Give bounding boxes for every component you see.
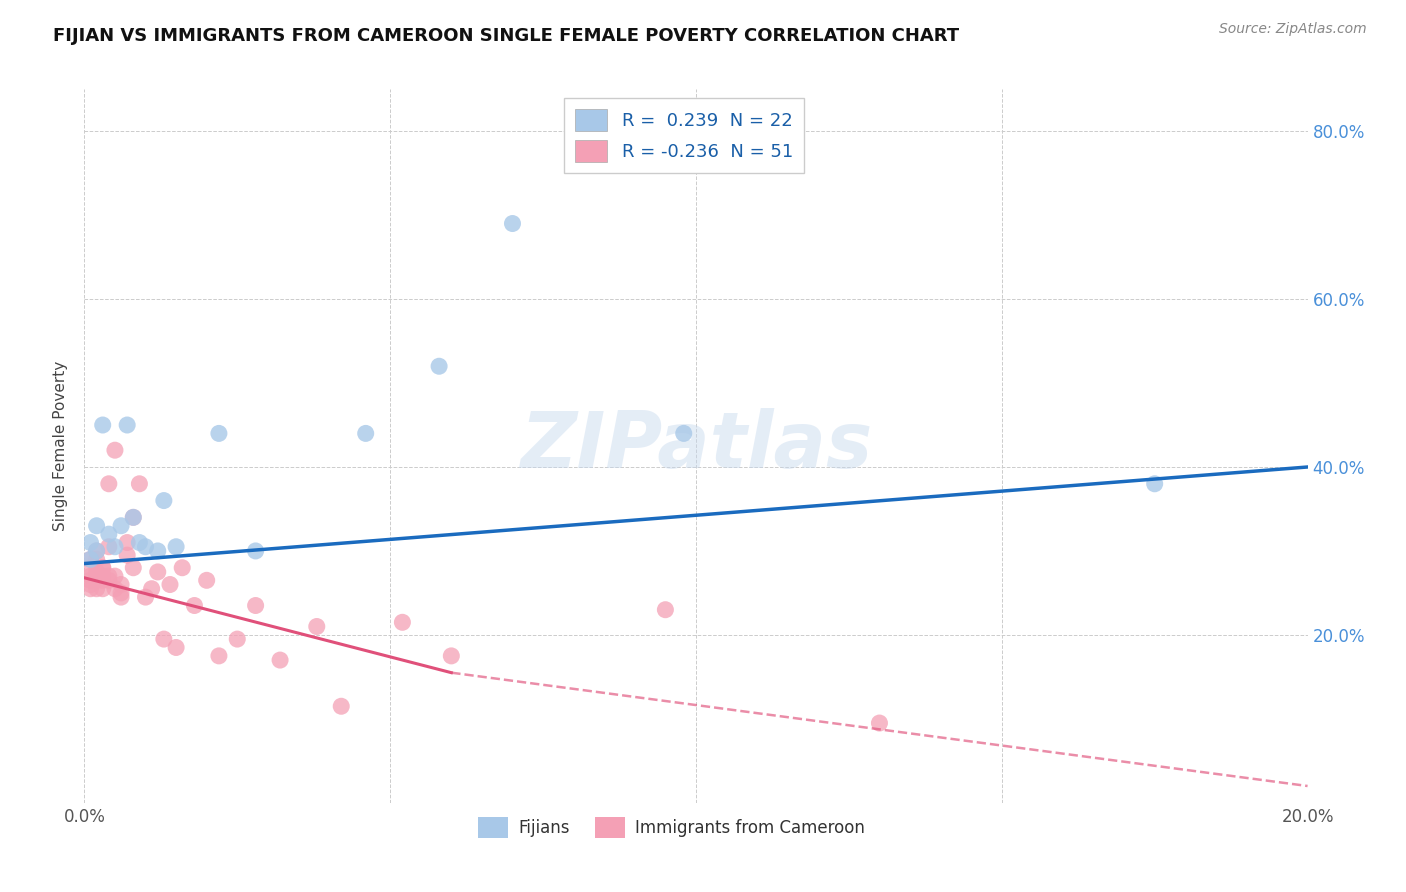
Point [91, 417, 114, 432]
Point [869, 716, 891, 731]
Point [245, 599, 267, 613]
Point [502, 217, 524, 231]
Point [226, 632, 249, 646]
Point [110, 586, 132, 600]
Point [91, 569, 114, 583]
Point [79, 574, 101, 588]
Point [135, 540, 157, 554]
Point [141, 582, 163, 596]
Point [146, 565, 169, 579]
Point [91, 560, 114, 574]
Point [654, 603, 676, 617]
Point [97, 540, 120, 554]
Text: FIJIAN VS IMMIGRANTS FROM CAMEROON SINGLE FEMALE POVERTY CORRELATION CHART: FIJIAN VS IMMIGRANTS FROM CAMEROON SINGL… [53, 27, 959, 45]
Point [146, 544, 169, 558]
Point [165, 640, 187, 655]
Y-axis label: Single Female Poverty: Single Female Poverty [53, 361, 69, 531]
Point [183, 599, 205, 613]
Point [172, 560, 194, 574]
Point [86, 569, 108, 583]
Point [110, 590, 132, 604]
Point [159, 577, 181, 591]
Point [86, 552, 108, 566]
Point [97, 574, 120, 588]
Point [79, 552, 101, 566]
Point [79, 552, 101, 566]
Point [91, 560, 114, 574]
Point [97, 527, 120, 541]
Point [86, 518, 108, 533]
Point [115, 535, 138, 549]
Point [86, 565, 108, 579]
Point [1143, 476, 1166, 491]
Point [110, 518, 132, 533]
Point [427, 359, 450, 374]
Point [86, 574, 108, 588]
Point [672, 426, 695, 441]
Point [115, 417, 138, 432]
Point [104, 582, 127, 596]
Point [153, 632, 176, 646]
Point [122, 510, 145, 524]
Point [91, 582, 114, 596]
Point [79, 582, 101, 596]
Point [245, 544, 267, 558]
Point [269, 653, 291, 667]
Point [79, 569, 101, 583]
Point [440, 648, 463, 663]
Point [122, 510, 145, 524]
Point [128, 476, 150, 491]
Point [86, 582, 108, 596]
Legend: Fijians, Immigrants from Cameroon: Fijians, Immigrants from Cameroon [471, 811, 872, 845]
Point [208, 648, 231, 663]
Point [104, 569, 127, 583]
Point [122, 560, 145, 574]
Point [91, 574, 114, 588]
Point [97, 569, 120, 583]
Point [354, 426, 377, 441]
Point [79, 535, 101, 549]
Text: ZIPatlas: ZIPatlas [520, 408, 872, 484]
Point [135, 590, 157, 604]
Point [391, 615, 413, 630]
Point [115, 548, 138, 562]
Point [110, 577, 132, 591]
Point [128, 535, 150, 549]
Point [195, 574, 218, 588]
Text: Source: ZipAtlas.com: Source: ZipAtlas.com [1219, 22, 1367, 37]
Point [104, 443, 127, 458]
Point [79, 577, 101, 591]
Point [165, 540, 187, 554]
Point [305, 619, 328, 633]
Point [153, 493, 176, 508]
Point [208, 426, 231, 441]
Point [97, 476, 120, 491]
Point [330, 699, 353, 714]
Point [86, 544, 108, 558]
Point [104, 540, 127, 554]
Point [79, 560, 101, 574]
Point [86, 544, 108, 558]
